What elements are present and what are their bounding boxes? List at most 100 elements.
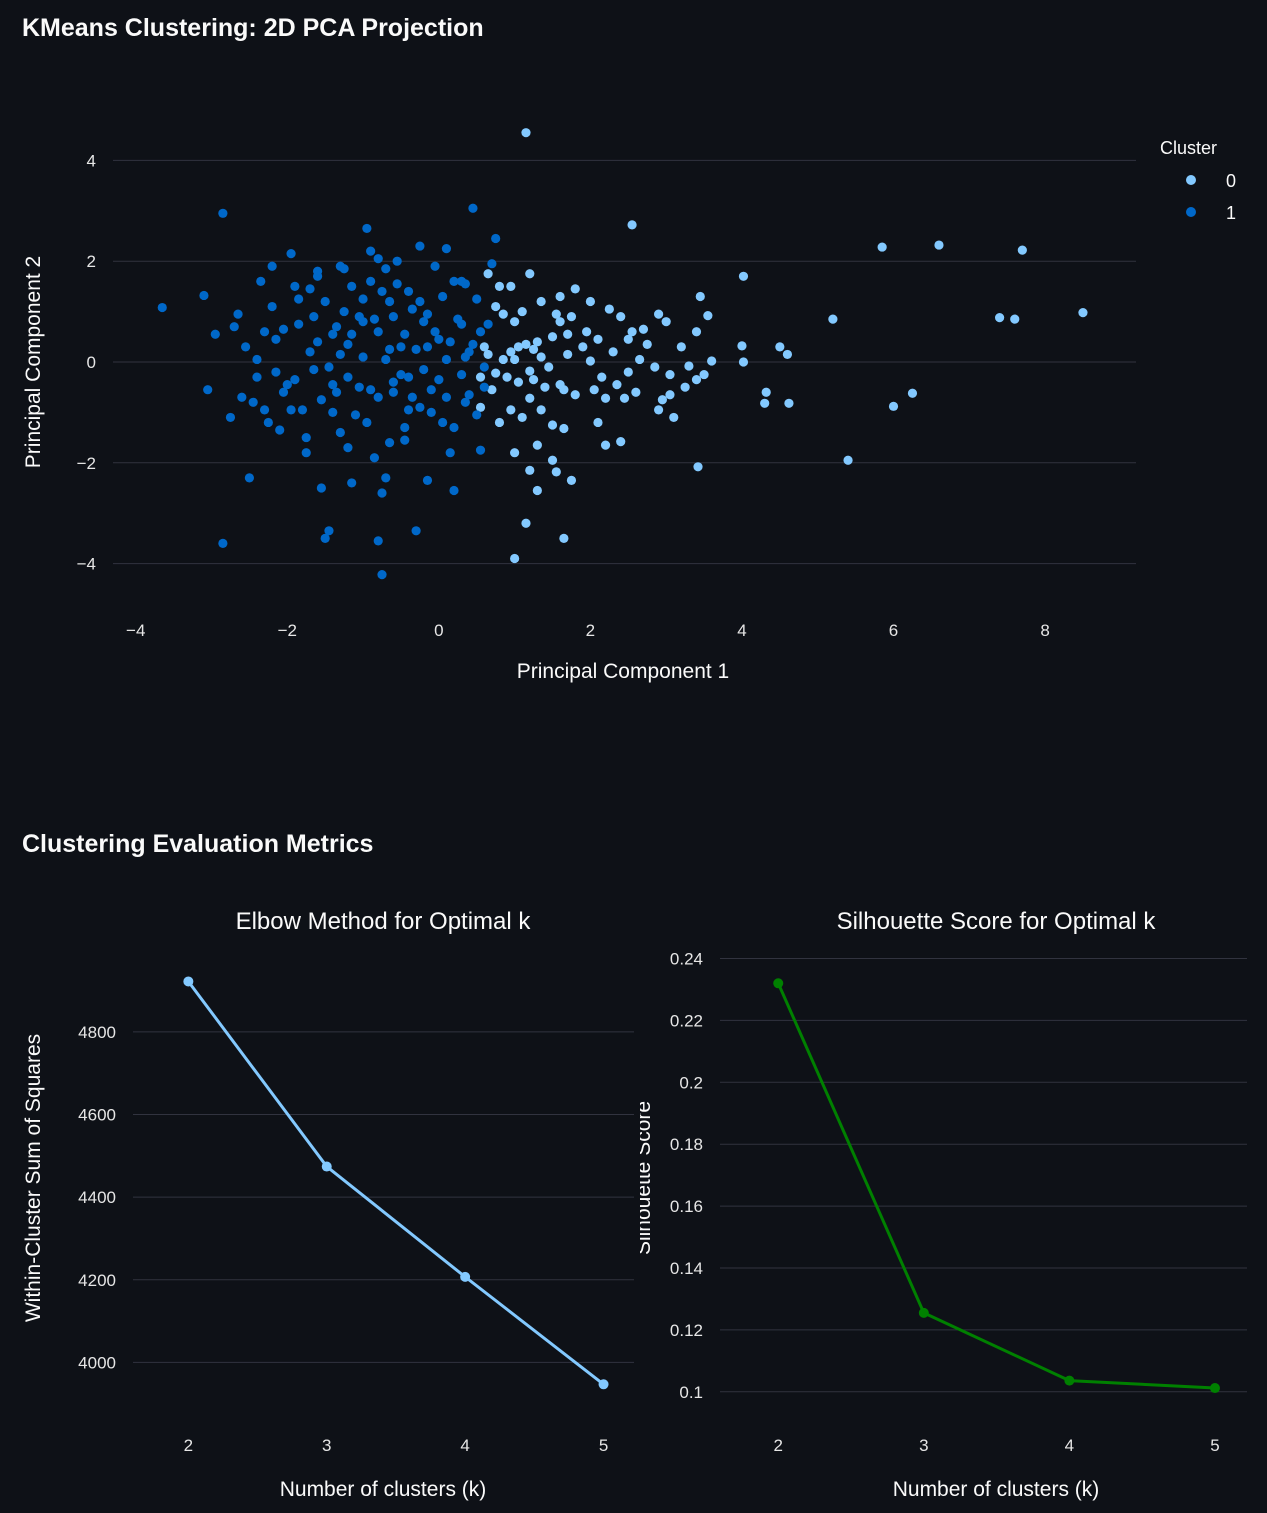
scatter-point-cluster-0[interactable] [491,301,501,312]
scatter-point-cluster-0[interactable] [544,362,554,372]
scatter-point-cluster-1[interactable] [362,417,372,428]
scatter-point-cluster-1[interactable] [316,395,326,405]
scatter-point-cluster-1[interactable] [275,425,285,435]
scatter-point-cluster-1[interactable] [320,296,330,307]
scatter-point-cluster-1[interactable] [229,322,239,332]
scatter-point-cluster-0[interactable] [608,347,618,357]
scatter-point-cluster-0[interactable] [502,372,512,382]
scatter-point-cluster-1[interactable] [313,337,323,347]
scatter-point-cluster-0[interactable] [532,440,542,450]
scatter-point-cluster-1[interactable] [388,387,398,397]
scatter-point-cluster-0[interactable] [547,332,558,342]
scatter-point-cluster-1[interactable] [210,329,220,339]
scatter-point-cluster-0[interactable] [555,380,565,390]
scatter-point-cluster-0[interactable] [775,342,785,352]
scatter-point-cluster-1[interactable] [426,385,436,395]
scatter-point-cluster-1[interactable] [328,407,338,417]
scatter-point-cluster-1[interactable] [301,432,311,443]
scatter-point-cluster-0[interactable] [563,329,573,339]
scatter-point-cluster-1[interactable] [301,448,311,458]
scatter-point-cluster-0[interactable] [695,291,705,302]
scatter-point-cluster-0[interactable] [684,361,694,371]
scatter-point-cluster-0[interactable] [784,398,794,408]
scatter-point-cluster-1[interactable] [472,294,482,304]
scatter-point-cluster-1[interactable] [358,294,368,304]
scatter-point-cluster-0[interactable] [585,356,596,366]
scatter-point-cluster-0[interactable] [494,417,505,428]
scatter-point-cluster-0[interactable] [536,296,546,307]
scatter-point-cluster-0[interactable] [631,387,641,397]
scatter-point-cluster-1[interactable] [475,445,486,455]
scatter-point-cluster-0[interactable] [738,357,749,367]
scatter-point-cluster-0[interactable] [619,393,630,403]
scatter-point-cluster-0[interactable] [597,372,607,382]
scatter-point-cluster-1[interactable] [441,392,452,402]
elbow-data-point[interactable] [460,1271,471,1282]
scatter-point-cluster-0[interactable] [707,356,717,366]
scatter-point-cluster-1[interactable] [241,342,251,352]
scatter-point-cluster-0[interactable] [616,312,626,322]
scatter-point-cluster-1[interactable] [373,392,383,402]
scatter-point-cluster-0[interactable] [566,475,577,486]
scatter-point-cluster-1[interactable] [407,304,417,314]
scatter-point-cluster-1[interactable] [263,417,273,428]
scatter-point-cluster-0[interactable] [494,281,505,291]
scatter-point-cluster-1[interactable] [369,453,380,463]
scatter-point-cluster-1[interactable] [350,410,361,420]
scatter-point-cluster-0[interactable] [593,334,603,344]
scatter-point-cluster-0[interactable] [487,385,497,395]
scatter-point-cluster-1[interactable] [419,317,429,327]
silhouette-data-point[interactable] [918,1307,929,1318]
scatter-point-cluster-0[interactable] [782,349,793,360]
scatter-point-cluster-0[interactable] [934,240,944,250]
scatter-point-cluster-0[interactable] [600,440,611,450]
scatter-point-cluster-0[interactable] [475,402,486,412]
scatter-point-cluster-1[interactable] [445,337,455,347]
scatter-point-cluster-1[interactable] [384,296,395,307]
scatter-point-cluster-0[interactable] [578,342,588,352]
scatter-point-cluster-1[interactable] [460,397,470,407]
scatter-point-cluster-1[interactable] [449,485,459,496]
scatter-point-cluster-0[interactable] [570,284,580,294]
scatter-point-cluster-0[interactable] [612,380,622,390]
scatter-point-cluster-0[interactable] [506,347,516,357]
scatter-point-cluster-1[interactable] [278,324,289,334]
scatter-point-cluster-0[interactable] [510,354,520,365]
scatter-point-cluster-0[interactable] [483,349,493,360]
scatter-point-cluster-0[interactable] [532,337,542,347]
scatter-point-cluster-1[interactable] [294,319,304,329]
scatter-point-cluster-1[interactable] [400,435,410,445]
scatter-point-cluster-1[interactable] [271,334,281,344]
scatter-point-cluster-0[interactable] [498,309,508,319]
scatter-point-cluster-1[interactable] [411,526,421,536]
scatter-point-cluster-1[interactable] [464,390,474,400]
scatter-point-cluster-0[interactable] [547,420,558,430]
scatter-point-cluster-0[interactable] [657,395,667,405]
scatter-point-cluster-0[interactable] [761,387,771,397]
scatter-point-cluster-0[interactable] [479,342,489,352]
scatter-point-cluster-0[interactable] [540,382,550,392]
scatter-point-cluster-0[interactable] [525,393,535,403]
scatter-point-cluster-1[interactable] [339,264,349,274]
scatter-point-cluster-1[interactable] [460,352,470,362]
scatter-point-cluster-1[interactable] [487,259,497,269]
scatter-point-cluster-1[interactable] [373,254,383,264]
scatter-point-cluster-1[interactable] [305,284,315,294]
scatter-point-cluster-0[interactable] [525,269,535,279]
scatter-point-cluster-1[interactable] [252,354,262,365]
scatter-point-cluster-1[interactable] [309,312,319,322]
scatter-point-cluster-1[interactable] [377,286,387,297]
scatter-point-cluster-1[interactable] [335,349,345,360]
scatter-point-cluster-1[interactable] [400,329,410,339]
scatter-point-cluster-1[interactable] [441,354,452,365]
scatter-point-cluster-1[interactable] [373,327,383,337]
scatter-point-cluster-1[interactable] [419,364,429,375]
elbow-data-point[interactable] [598,1379,609,1390]
scatter-point-cluster-1[interactable] [475,327,486,337]
scatter-point-cluster-0[interactable] [654,309,664,319]
scatter-point-cluster-1[interactable] [237,392,247,402]
scatter-point-cluster-0[interactable] [491,368,501,378]
scatter-point-cluster-0[interactable] [738,271,749,281]
scatter-point-cluster-1[interactable] [252,372,262,382]
scatter-point-cluster-1[interactable] [328,329,338,339]
